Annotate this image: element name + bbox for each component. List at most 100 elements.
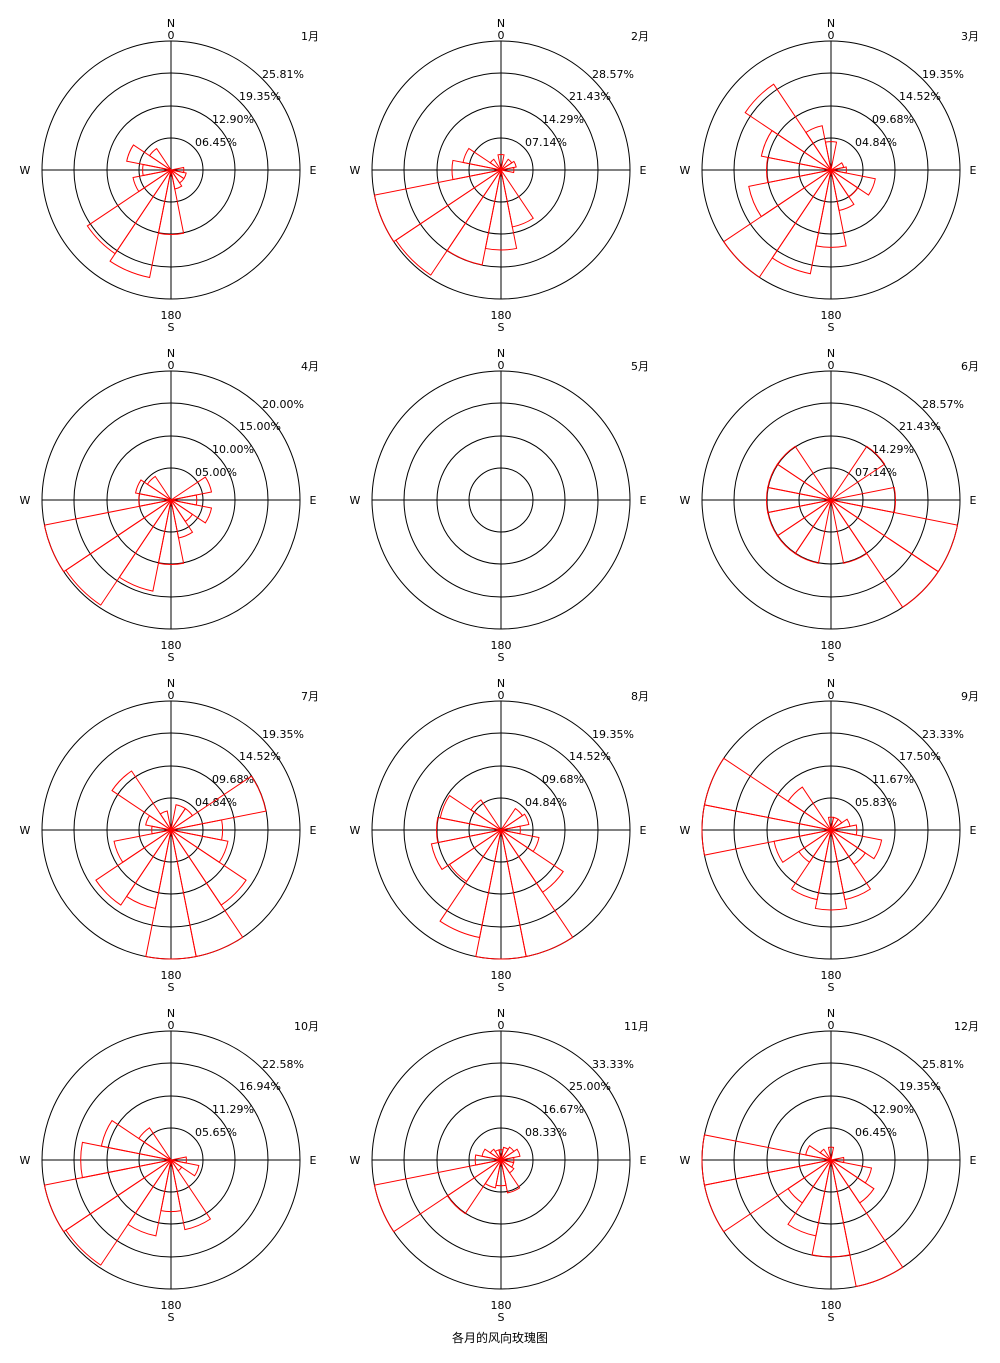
rose-sector	[132, 169, 172, 193]
ring-value-label: 19.35%	[592, 728, 634, 741]
compass-label-w: W	[20, 1154, 31, 1167]
compass-degree-north: 0	[498, 359, 505, 372]
compass-label-w: W	[350, 1154, 361, 1167]
rose-sector	[773, 829, 832, 863]
compass-degree-south: 180	[821, 969, 842, 982]
rose-sector	[489, 158, 502, 171]
compass-label-s: S	[498, 981, 505, 994]
rose-sector	[790, 829, 832, 901]
rose-sector	[170, 775, 267, 831]
rose-sector	[701, 1134, 832, 1186]
compass-label-e: E	[970, 1154, 977, 1167]
compass-degree-north: 0	[498, 689, 505, 702]
rose-sector	[373, 169, 502, 243]
compass-label-w: W	[20, 824, 31, 837]
rose-sector	[776, 499, 832, 555]
rose-sector	[134, 479, 172, 501]
rose-sector	[462, 147, 502, 171]
rose-sector	[170, 1159, 200, 1177]
rose-sector	[830, 1159, 873, 1184]
rose-sector	[760, 129, 832, 171]
month-label: 7月	[301, 690, 319, 703]
ring-value-label: 09.68%	[542, 773, 584, 786]
ring-value-label: 09.68%	[212, 773, 254, 786]
ring-value-label: 19.35%	[239, 90, 281, 103]
rose-sector	[830, 829, 872, 901]
rose-sector	[787, 786, 832, 831]
compass-label-n: N	[827, 347, 835, 360]
ring-value-label: 12.90%	[872, 1103, 914, 1116]
compass-label-n: N	[827, 677, 835, 690]
month-label: 1月	[301, 30, 319, 43]
compass-degree-north: 0	[168, 29, 175, 42]
ring-value-label: 14.52%	[899, 90, 941, 103]
compass-label-e: E	[970, 164, 977, 177]
compass-degree-north: 0	[828, 1019, 835, 1032]
rose-sector	[500, 169, 534, 228]
rose-sector	[170, 1159, 212, 1231]
rose-sector	[805, 1144, 832, 1161]
compass-label-n: N	[497, 677, 505, 690]
compass-label-w: W	[20, 164, 31, 177]
ring-value-label: 21.43%	[569, 90, 611, 103]
ring-value-label: 09.68%	[872, 113, 914, 126]
ring-value-label: 05.65%	[195, 1126, 237, 1139]
rose-sector	[830, 1159, 875, 1204]
compass-label-n: N	[827, 1007, 835, 1020]
month-label: 10月	[294, 1020, 319, 1033]
figure-caption: 各月的风向玫瑰图	[451, 1331, 548, 1345]
rose-sector	[170, 829, 247, 906]
ring-value-label: 11.67%	[872, 773, 914, 786]
rose-sector	[500, 1148, 521, 1161]
rose-sector	[448, 829, 502, 883]
rose-sector	[126, 144, 172, 171]
rose-sector	[127, 1159, 172, 1237]
ring-value-label: 11.29%	[212, 1103, 254, 1116]
compass-label-w: W	[350, 164, 361, 177]
rose-sector	[787, 1159, 832, 1237]
ring-value-label: 07.14%	[855, 466, 897, 479]
month-label: 3月	[961, 30, 979, 43]
compass-label-e: E	[640, 494, 647, 507]
ring-value-label: 19.35%	[262, 728, 304, 741]
month-label: 4月	[301, 360, 319, 373]
rose-sector	[159, 810, 172, 831]
ring-value-label: 14.52%	[239, 750, 281, 763]
rose-sector	[145, 829, 197, 960]
ring-value-label: 05.83%	[855, 796, 897, 809]
compass-label-s: S	[498, 321, 505, 334]
compass-label-w: W	[680, 164, 691, 177]
ring-value-label: 04.84%	[855, 136, 897, 149]
ring-value-label: 22.58%	[262, 1058, 304, 1071]
compass-label-s: S	[168, 651, 175, 664]
rose-sector	[436, 816, 502, 844]
compass-label-e: E	[640, 824, 647, 837]
compass-label-s: S	[828, 321, 835, 334]
rose-sector	[830, 829, 883, 860]
rose-sector	[475, 829, 527, 960]
compass-label-s: S	[168, 1311, 175, 1324]
month-label: 11月	[624, 1020, 649, 1033]
rose-sector	[497, 154, 505, 171]
compass-label-s: S	[828, 1311, 835, 1324]
rose-sector	[811, 1159, 851, 1258]
compass-label-e: E	[640, 1154, 647, 1167]
compass-label-e: E	[970, 494, 977, 507]
ring-value-label: 25.81%	[262, 68, 304, 81]
ring-value-label: 28.57%	[592, 68, 634, 81]
compass-label-w: W	[680, 1154, 691, 1167]
month-label: 6月	[961, 360, 979, 373]
ring-value-label: 14.29%	[872, 443, 914, 456]
rose-sector	[395, 169, 502, 276]
rose-sector	[43, 1159, 172, 1233]
rose-sector	[500, 1159, 521, 1194]
ring-value-label: 08.33%	[525, 1126, 567, 1139]
compass-degree-south: 180	[821, 639, 842, 652]
month-label: 9月	[961, 690, 979, 703]
rose-sector	[170, 476, 213, 501]
compass-degree-south: 180	[491, 969, 512, 982]
compass-degree-north: 0	[168, 1019, 175, 1032]
compass-label-e: E	[310, 1154, 317, 1167]
rose-sector	[439, 829, 502, 939]
